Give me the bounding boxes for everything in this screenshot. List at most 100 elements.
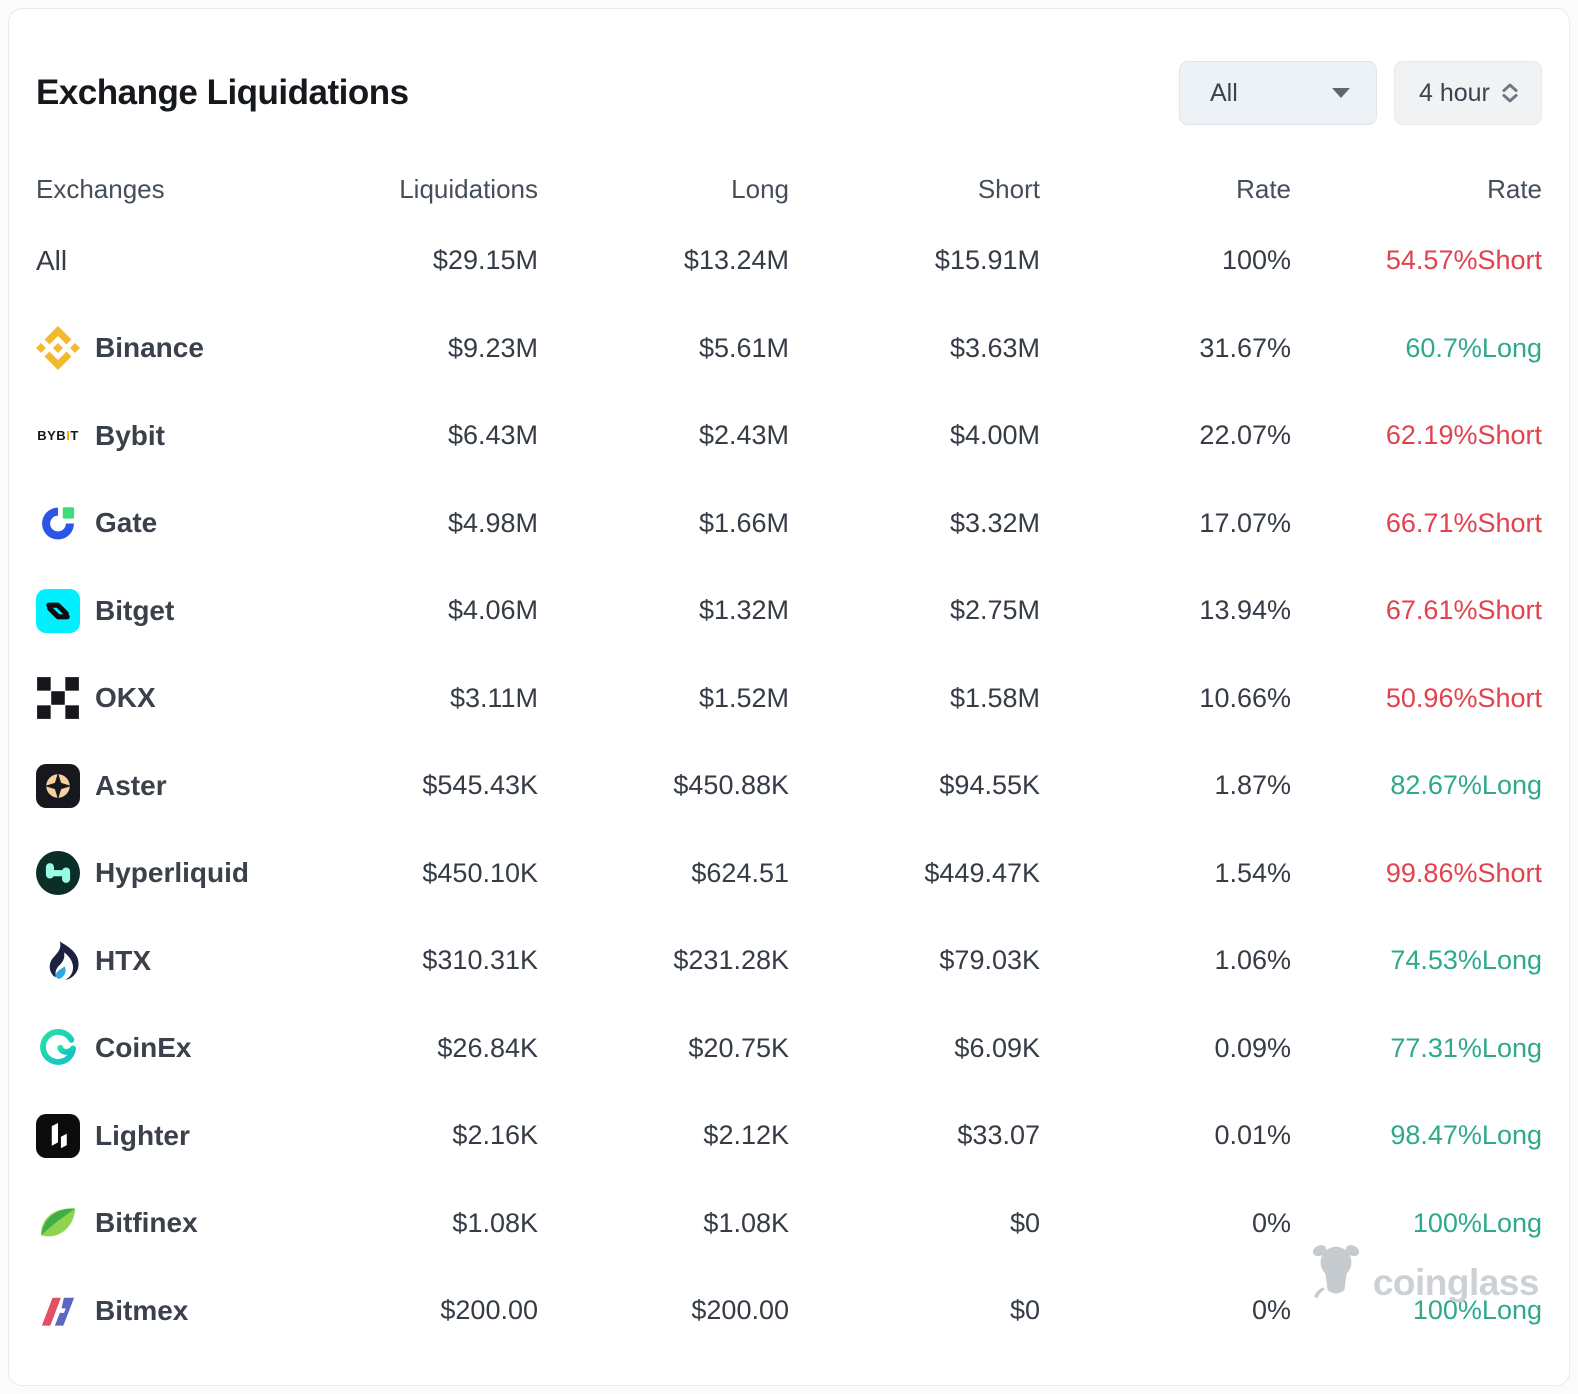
rate-cell: 1.54% bbox=[1214, 857, 1291, 888]
interval-dropdown[interactable]: 4 hour bbox=[1394, 61, 1542, 125]
okx-icon bbox=[36, 676, 80, 720]
exchange-name: Bitfinex bbox=[95, 1207, 198, 1239]
table-row-coinex[interactable]: CoinEx $26.84K $20.75K $6.09K 0.09% 77.31%Lon… bbox=[36, 1005, 1542, 1093]
rate-cell: 0% bbox=[1251, 1207, 1291, 1238]
side-rate-cell: 74.53%Long bbox=[1390, 945, 1542, 976]
exchange-cell: Bitmex bbox=[36, 1289, 287, 1333]
liquidations-cell: $3.11M bbox=[449, 682, 538, 713]
long-cell: $200.00 bbox=[691, 1295, 789, 1326]
short-cell: $3.32M bbox=[949, 507, 1040, 538]
table-row-gate[interactable]: Gate $4.98M $1.66M $3.32M 17.07% 66.71%Short bbox=[36, 480, 1542, 568]
rate-cell: 100% bbox=[1221, 245, 1291, 276]
exchange-cell: Binance bbox=[36, 326, 287, 371]
table-row-okx[interactable]: OKX $3.11M $1.52M $1.58M 10.66% 50.96%Short bbox=[36, 655, 1542, 743]
up-down-chevrons-icon bbox=[1502, 83, 1518, 103]
exchange-cell: BYBIT Bybit bbox=[36, 414, 287, 458]
exchange-name: Hyperliquid bbox=[95, 857, 250, 889]
symbol-filter-dropdown[interactable]: All bbox=[1179, 61, 1377, 125]
liquidations-table: Exchanges Liquidations Long Short Rate Rate A… bbox=[9, 161, 1569, 1355]
table-header-row: Exchanges Liquidations Long Short Rate Rate bbox=[36, 161, 1542, 217]
liquidations-cell: $1.08K bbox=[452, 1207, 538, 1238]
short-cell: $0 bbox=[1009, 1295, 1040, 1326]
exchange-cell: Gate bbox=[36, 501, 287, 545]
gate-icon bbox=[36, 501, 80, 545]
short-cell: $2.75M bbox=[949, 595, 1040, 626]
table-row-all[interactable]: All $29.15M $13.24M $15.91M 100% 54.57%Short bbox=[36, 217, 1542, 305]
table-row-binance[interactable]: Binance $9.23M $5.61M $3.63M 31.67% 60.7%Long bbox=[36, 305, 1542, 393]
rate-cell: 22.07% bbox=[1199, 420, 1291, 451]
table-row-bitget[interactable]: Bitget $4.06M $1.32M $2.75M 13.94% 67.61%Shor… bbox=[36, 567, 1542, 655]
exchange-cell: HTX bbox=[36, 939, 287, 983]
side-rate-cell: 60.7%Long bbox=[1405, 332, 1542, 363]
exchange-cell: Aster bbox=[36, 763, 287, 808]
liquidations-cell: $200.00 bbox=[440, 1295, 538, 1326]
liquidations-cell: $9.23M bbox=[447, 332, 538, 363]
column-header-exchanges: Exchanges bbox=[36, 173, 165, 204]
liquidations-cell: $545.43K bbox=[422, 770, 538, 801]
exchange-name: Gate bbox=[95, 507, 158, 539]
exchange-cell: All bbox=[36, 245, 287, 277]
short-cell: $4.00M bbox=[949, 420, 1040, 451]
bitget-icon bbox=[36, 588, 80, 633]
table-row-bitfinex[interactable]: Bitfinex $1.08K $1.08K $0 0% 100%Long bbox=[36, 1180, 1542, 1268]
bybit-icon: BYBIT bbox=[37, 428, 79, 444]
interval-value: 4 hour bbox=[1419, 78, 1490, 107]
exchange-cell: Lighter bbox=[36, 1113, 287, 1158]
side-rate-cell: 100%Long bbox=[1412, 1207, 1542, 1238]
rate-cell: 1.87% bbox=[1214, 770, 1291, 801]
table-row-aster[interactable]: Aster $545.43K $450.88K $94.55K 1.87% 82.67%L… bbox=[36, 742, 1542, 830]
exchange-name: All bbox=[36, 244, 68, 276]
long-cell: $5.61M bbox=[698, 332, 789, 363]
side-rate-cell: 100%Long bbox=[1412, 1295, 1542, 1326]
aster-icon bbox=[36, 763, 80, 808]
exchange-name: Lighter bbox=[95, 1119, 190, 1151]
liquidations-cell: $4.06M bbox=[447, 595, 538, 626]
column-header-rate: Rate bbox=[1236, 173, 1291, 204]
table-body: All $29.15M $13.24M $15.91M 100% 54.57%Short B… bbox=[36, 217, 1542, 1355]
table-row-hyperliquid[interactable]: Hyperliquid $450.10K $624.51 $449.47K 1.54% 9… bbox=[36, 830, 1542, 918]
liquidations-cell: $450.10K bbox=[422, 857, 538, 888]
liquidations-cell: $29.15M bbox=[432, 245, 538, 276]
side-rate-cell: 62.19%Short bbox=[1385, 420, 1542, 451]
long-cell: $450.88K bbox=[673, 770, 789, 801]
exchange-cell: Bitfinex bbox=[36, 1201, 287, 1245]
column-header-liquidations: Liquidations bbox=[399, 173, 538, 204]
exchange-cell: Bitget bbox=[36, 588, 287, 633]
table-row-bitmex[interactable]: Bitmex $200.00 $200.00 $0 0% 100%Long bbox=[36, 1267, 1542, 1355]
table-row-bybit[interactable]: BYBIT Bybit $6.43M $2.43M $4.00M 22.07% 62.19%… bbox=[36, 392, 1542, 480]
side-rate-cell: 50.96%Short bbox=[1385, 682, 1542, 713]
rate-cell: 0% bbox=[1251, 1295, 1291, 1326]
lighter-icon bbox=[36, 1113, 80, 1158]
exchange-name: HTX bbox=[95, 944, 151, 976]
exchange-cell: CoinEx bbox=[36, 1026, 287, 1070]
exchange-name: OKX bbox=[95, 682, 156, 714]
rate-cell: 1.06% bbox=[1214, 945, 1291, 976]
table-row-lighter[interactable]: Lighter $2.16K $2.12K $33.07 0.01% 98.47%Long bbox=[36, 1092, 1542, 1180]
long-cell: $2.43M bbox=[698, 420, 789, 451]
side-rate-cell: 98.47%Long bbox=[1390, 1120, 1542, 1151]
liquidations-cell: $4.98M bbox=[447, 507, 538, 538]
rate-cell: 10.66% bbox=[1199, 682, 1291, 713]
exchange-liquidations-card: Exchange Liquidations All 4 hour Exchang… bbox=[8, 8, 1570, 1386]
filter-controls: All 4 hour bbox=[1179, 61, 1542, 125]
short-cell: $449.47K bbox=[924, 857, 1040, 888]
rate-cell: 0.01% bbox=[1214, 1120, 1291, 1151]
bitmex-icon bbox=[36, 1289, 80, 1333]
short-cell: $15.91M bbox=[934, 245, 1040, 276]
table-row-htx[interactable]: HTX $310.31K $231.28K $79.03K 1.06% 74.53%Lon… bbox=[36, 917, 1542, 1005]
side-rate-cell: 66.71%Short bbox=[1385, 507, 1542, 538]
short-cell: $3.63M bbox=[949, 332, 1040, 363]
exchange-cell: OKX bbox=[36, 676, 287, 720]
column-header-long: Long bbox=[731, 173, 789, 204]
exchange-name: Bybit bbox=[95, 419, 165, 451]
column-header-rate-side: Rate bbox=[1487, 173, 1542, 204]
liquidations-cell: $6.43M bbox=[447, 420, 538, 451]
htx-icon bbox=[36, 939, 80, 983]
exchange-cell: Hyperliquid bbox=[36, 851, 287, 896]
column-header-short: Short bbox=[977, 173, 1040, 204]
rate-cell: 17.07% bbox=[1199, 507, 1291, 538]
rate-cell: 31.67% bbox=[1199, 332, 1291, 363]
long-cell: $624.51 bbox=[691, 857, 789, 888]
short-cell: $6.09K bbox=[954, 1032, 1040, 1063]
exchange-name: CoinEx bbox=[95, 1032, 192, 1064]
